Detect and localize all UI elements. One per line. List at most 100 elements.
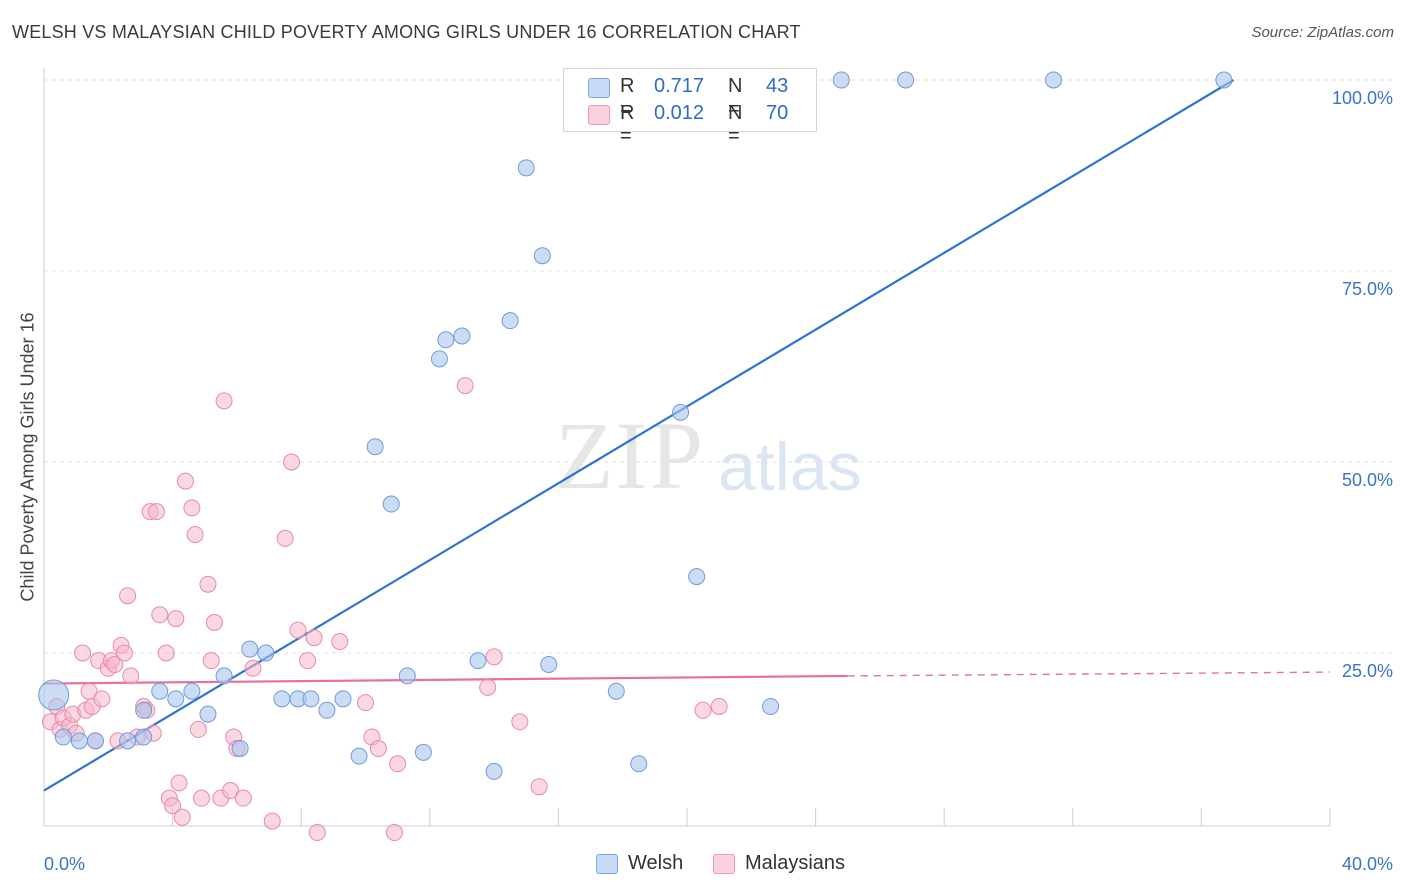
malaysian-swatch	[713, 854, 735, 874]
welsh-legend-label: Welsh	[628, 852, 684, 874]
welsh-point	[199, 705, 217, 723]
welsh-point	[241, 640, 259, 658]
malaysian-legend-label: Malaysians	[745, 852, 846, 874]
r-value: 0.717	[654, 75, 705, 97]
y-tick-label: 75.0%	[1342, 279, 1393, 299]
welsh-point	[86, 732, 104, 750]
malaysian-trend-extension	[847, 671, 1331, 677]
welsh-point	[151, 682, 169, 700]
welsh-point	[398, 667, 416, 685]
malaysian-point	[263, 812, 281, 830]
welsh-point	[366, 438, 384, 456]
malaysian-point	[308, 824, 326, 842]
grid-lines	[44, 79, 1392, 654]
welsh-point	[437, 331, 455, 349]
malaysian-point	[283, 453, 301, 471]
malaysian-point	[299, 652, 317, 670]
welsh-point	[485, 762, 503, 780]
welsh-point	[540, 655, 558, 673]
welsh-point	[318, 701, 336, 719]
welsh-point	[688, 568, 706, 586]
welsh-point	[215, 667, 233, 685]
welsh-point	[630, 755, 648, 773]
n-label: N =	[728, 75, 743, 120]
chart-title: WELSH VS MALAYSIAN CHILD POVERTY AMONG G…	[12, 22, 801, 42]
malaysian-point	[244, 659, 262, 677]
welsh-point	[607, 682, 625, 700]
welsh-point	[1045, 71, 1063, 89]
welsh-point	[382, 495, 400, 513]
malaysian-point	[389, 755, 407, 773]
malaysian-trend-segment	[43, 674, 848, 685]
welsh-point	[414, 743, 432, 761]
n-value: 43	[766, 75, 789, 97]
malaysian-point	[122, 667, 140, 685]
welsh-point	[501, 312, 519, 330]
malaysian-point	[357, 694, 374, 712]
y-tick-label: 25.0%	[1342, 661, 1393, 681]
welsh-point	[453, 327, 471, 345]
welsh-point	[430, 350, 448, 368]
malaysian-point	[148, 503, 166, 521]
welsh-points	[38, 71, 1233, 780]
malaysian-point	[93, 690, 111, 708]
malaysian-point	[193, 789, 211, 807]
welsh-point	[70, 732, 88, 750]
malaysian-point	[485, 648, 503, 666]
malaysian-point	[151, 606, 169, 624]
tick-labels: 25.0% 50.0% 75.0% 100.0% 0.0% 40.0%	[44, 88, 1393, 874]
malaysian-point	[189, 720, 207, 738]
axes	[43, 68, 1331, 827]
welsh-point	[832, 71, 850, 89]
welsh-point	[897, 71, 915, 89]
r-label: R =	[620, 75, 635, 120]
malaysian-point	[119, 587, 137, 605]
malaysian-point	[115, 644, 133, 662]
welsh-point	[38, 679, 70, 711]
welsh-point	[762, 697, 780, 715]
malaysian-point	[176, 472, 194, 490]
welsh-point	[135, 728, 153, 746]
malaysian-point	[157, 644, 175, 662]
malaysian-point	[106, 655, 124, 673]
malaysian-point	[530, 778, 548, 796]
malaysian-point	[205, 613, 223, 631]
welsh-point	[302, 690, 320, 708]
source-credit: Source: ZipAtlas.com	[1251, 24, 1394, 41]
welsh-point	[1215, 71, 1233, 89]
welsh-trend-line	[43, 79, 1235, 792]
stats-legend: R = 0.717 N = 43 R = 0.012 N = 70	[563, 68, 817, 147]
malaysian-point	[164, 797, 182, 815]
malaysian-point	[186, 526, 204, 544]
malaysian-point	[331, 633, 349, 651]
malaysian-point	[479, 678, 497, 696]
watermark-atlas: atlas	[718, 429, 862, 505]
malaysian-trend-line	[43, 671, 1331, 685]
malaysian-point	[289, 621, 307, 639]
welsh-point	[517, 159, 535, 177]
malaysian-point	[173, 808, 191, 826]
malaysian-point	[694, 701, 712, 719]
welsh-point	[350, 747, 368, 765]
malaysian-points	[41, 377, 728, 842]
x-tick-label: 0.0%	[44, 854, 85, 874]
welsh-point	[54, 728, 72, 746]
malaysian-point	[385, 824, 403, 842]
r-value: 0.012	[654, 102, 705, 124]
malaysian-point	[234, 789, 252, 807]
malaysian-point	[199, 575, 217, 593]
malaysian-point	[183, 499, 201, 517]
welsh-trend-segment	[43, 79, 1235, 792]
welsh-point	[672, 403, 690, 421]
malaysian-swatch	[588, 105, 610, 125]
welsh-point	[231, 740, 249, 757]
malaysian-point	[276, 529, 294, 547]
malaysian-point	[369, 740, 387, 757]
x-tick-label: 40.0%	[1342, 854, 1393, 874]
welsh-point	[273, 690, 291, 708]
malaysian-point	[511, 713, 529, 731]
malaysian-point	[74, 644, 92, 662]
y-tick-label: 50.0%	[1342, 470, 1393, 490]
malaysian-point	[202, 652, 220, 670]
malaysian-point	[170, 774, 188, 792]
